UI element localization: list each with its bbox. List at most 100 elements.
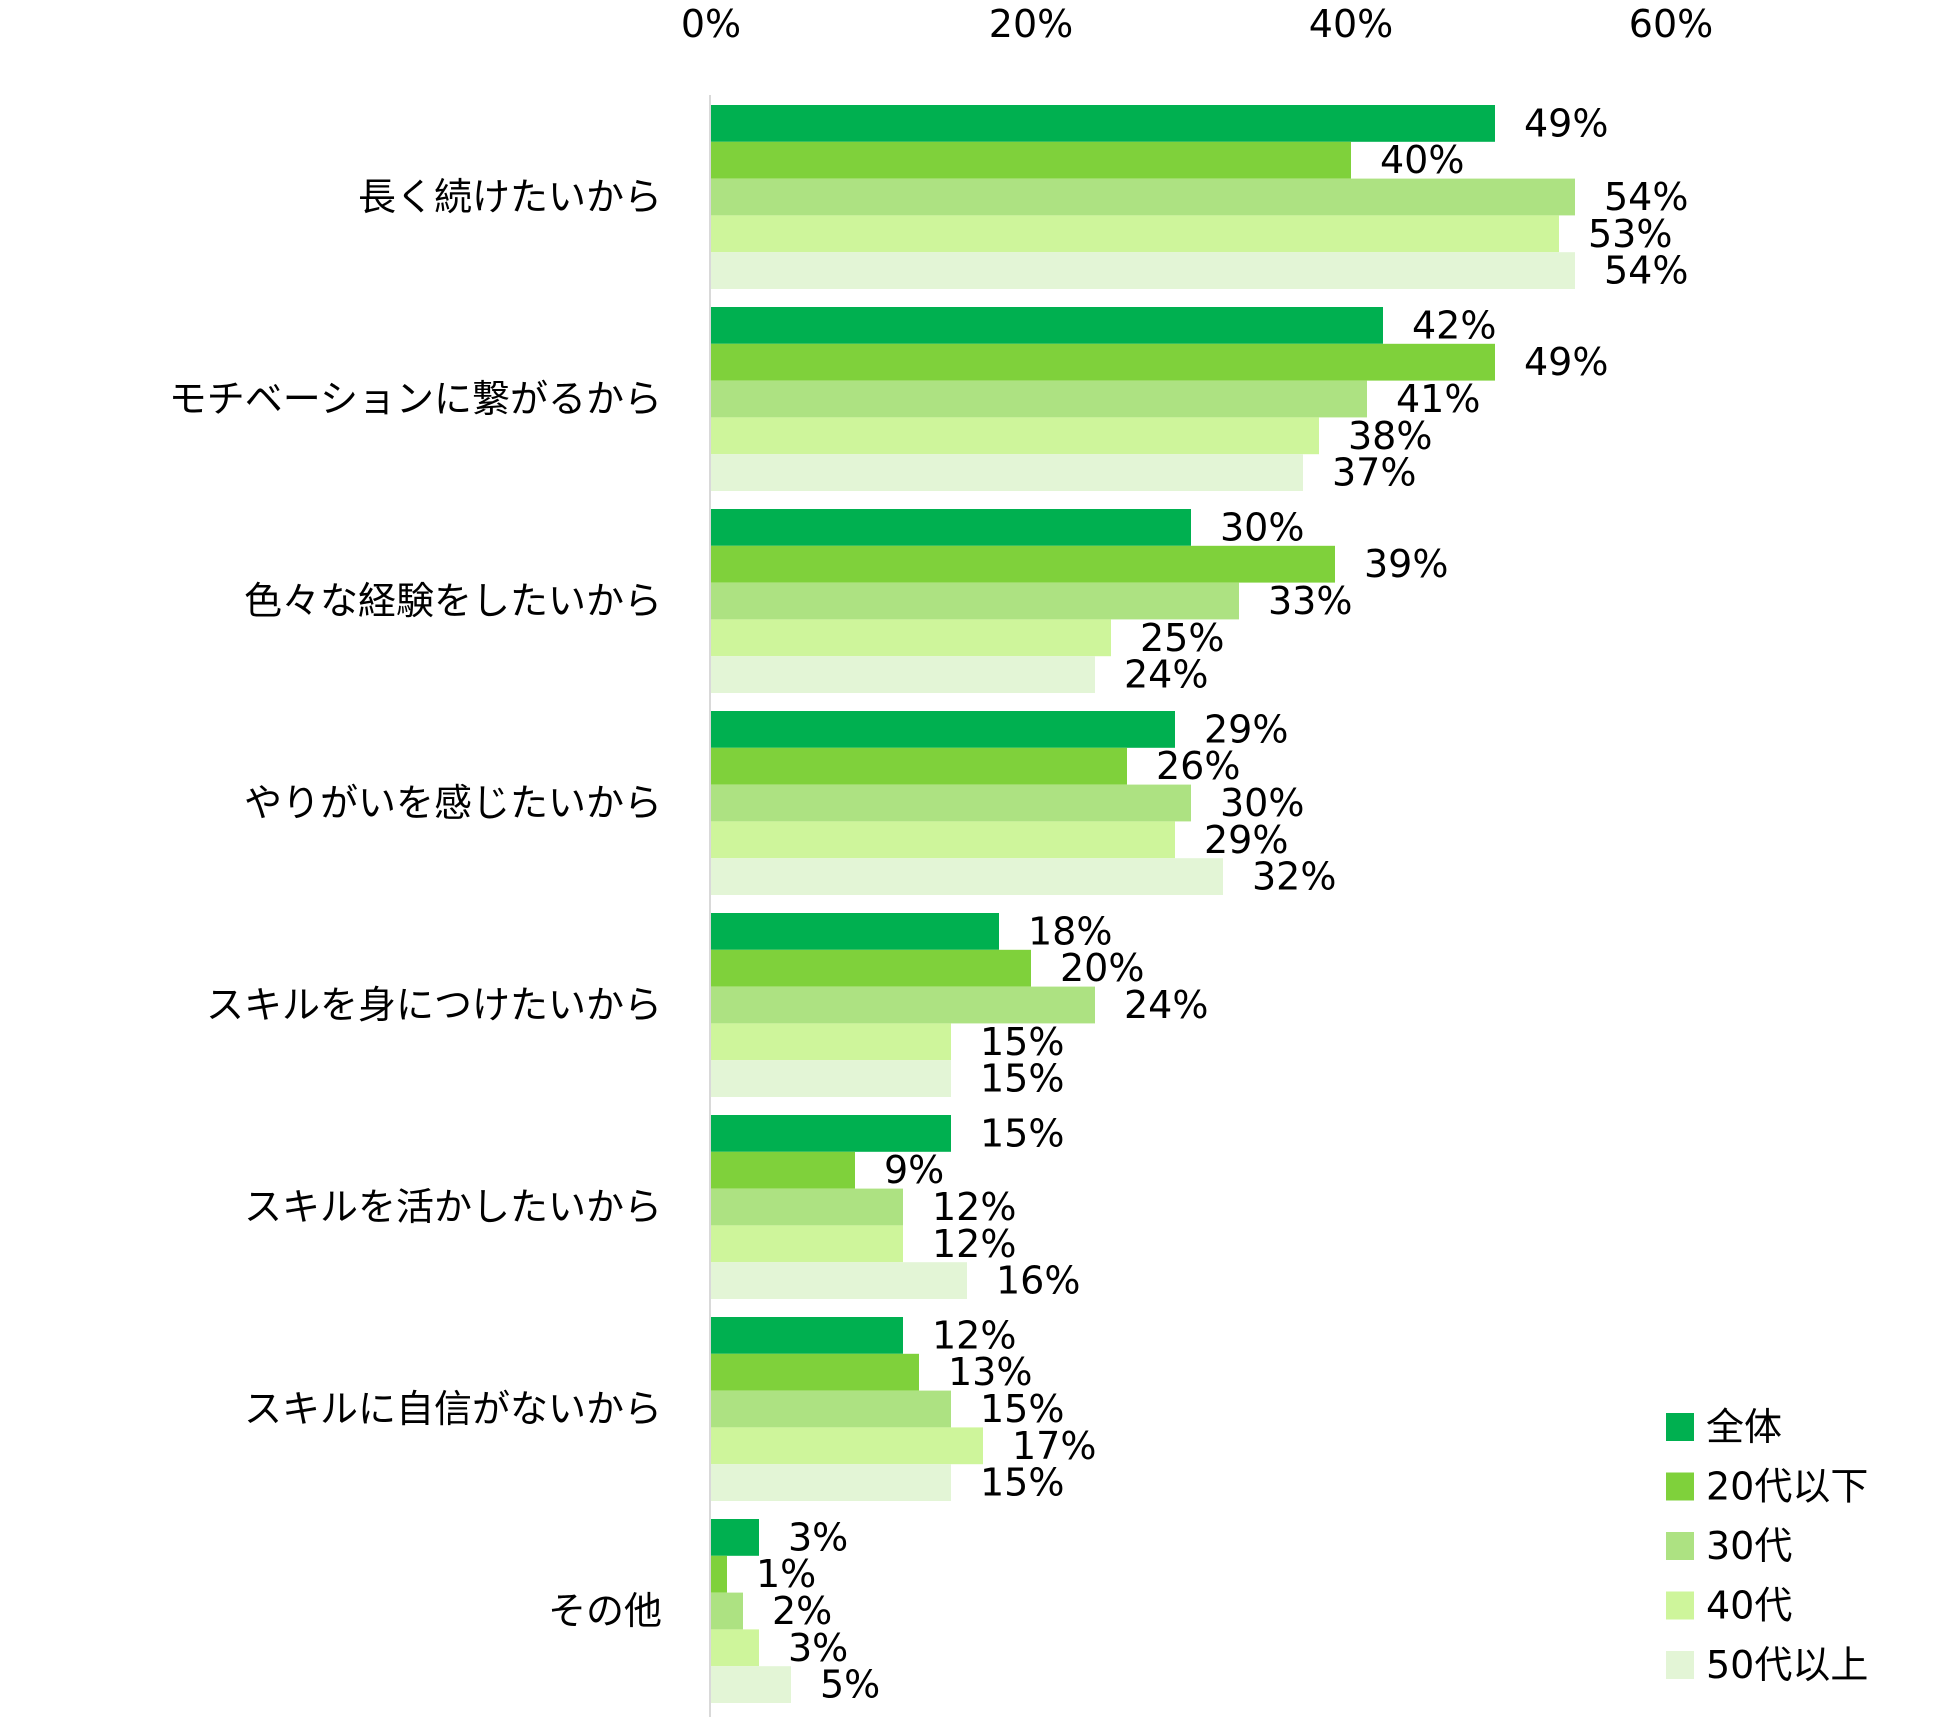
bar — [711, 1023, 951, 1061]
data-label: 30% — [1220, 505, 1304, 549]
bar — [711, 619, 1111, 657]
legend-swatch — [1666, 1472, 1694, 1501]
legend-swatch — [1666, 1413, 1694, 1441]
data-label: 26% — [1156, 744, 1240, 788]
data-label: 40% — [1380, 138, 1464, 182]
bar — [711, 986, 1095, 1024]
data-label: 1% — [756, 1552, 816, 1596]
data-label: 16% — [996, 1259, 1080, 1303]
data-label: 42% — [1412, 303, 1496, 347]
data-label: 39% — [1364, 542, 1448, 586]
data-label: 24% — [1124, 653, 1208, 697]
category-label: スキルを身につけたいから — [206, 983, 662, 1027]
bar — [711, 343, 1495, 381]
legend-label: 40代 — [1706, 1584, 1792, 1628]
bar — [711, 1592, 743, 1630]
bar — [711, 1060, 951, 1097]
data-label: 32% — [1252, 855, 1336, 899]
data-label: 24% — [1124, 983, 1208, 1027]
bar — [711, 307, 1383, 344]
bar — [711, 1555, 727, 1593]
data-label: 18% — [1028, 909, 1112, 953]
legend-label: 30代 — [1706, 1524, 1792, 1568]
x-tick-label: 20% — [989, 2, 1073, 46]
category-label: 長く続けたいから — [358, 175, 662, 219]
category-label: その他 — [548, 1589, 662, 1633]
data-label: 12% — [932, 1313, 1016, 1357]
data-label: 49% — [1524, 101, 1608, 145]
bar — [711, 858, 1223, 895]
data-label: 12% — [932, 1222, 1016, 1266]
data-label: 15% — [980, 1020, 1064, 1064]
category-label: モチベーションに繋がるから — [169, 377, 662, 421]
category-labels: 長く続けたいからモチベーションに繋がるから色々な経験をしたいからやりがいを感じた… — [169, 175, 662, 1633]
legend-swatch — [1666, 1651, 1694, 1679]
x-tick-label: 60% — [1629, 2, 1713, 46]
bar — [711, 1225, 903, 1263]
bar — [711, 582, 1239, 620]
data-label: 25% — [1140, 616, 1224, 660]
bar — [711, 1353, 919, 1391]
data-label: 15% — [980, 1111, 1064, 1155]
bar — [711, 1188, 903, 1226]
data-label: 54% — [1604, 175, 1688, 219]
data-label: 2% — [772, 1589, 832, 1633]
bar — [711, 949, 1031, 987]
data-label: 9% — [884, 1148, 944, 1192]
data-label: 15% — [980, 1461, 1064, 1505]
bar — [711, 1519, 759, 1556]
bar — [711, 1115, 951, 1152]
bar — [711, 711, 1175, 748]
data-label: 38% — [1348, 414, 1432, 458]
legend-label: 20代以下 — [1706, 1465, 1868, 1509]
data-label: 30% — [1220, 781, 1304, 825]
legend: 全体 20代以下 30代 40代 50代以上 — [1666, 1405, 1868, 1687]
bar — [711, 821, 1175, 859]
bar — [711, 1464, 951, 1501]
data-label: 5% — [820, 1663, 880, 1707]
bar — [711, 1629, 759, 1667]
bar — [711, 1666, 791, 1703]
bar — [711, 1427, 983, 1465]
legend-label: 50代以上 — [1706, 1643, 1868, 1687]
legend-swatch — [1666, 1591, 1694, 1620]
data-label: 15% — [980, 1057, 1064, 1101]
data-label: 15% — [980, 1387, 1064, 1431]
data-label: 33% — [1268, 579, 1352, 623]
x-tick-label: 0% — [681, 2, 741, 46]
bar — [711, 913, 999, 950]
data-labels: 49% 40% 54%53%54% 42% 49% 41%38%37% 30% 39% 33% 2… — [756, 101, 1688, 1706]
x-tick-label: 40% — [1309, 2, 1393, 46]
data-label: 13% — [948, 1350, 1032, 1394]
legend-swatch — [1666, 1532, 1694, 1560]
category-label: スキルを活かしたいから — [244, 1185, 662, 1229]
data-label: 17% — [1012, 1424, 1096, 1468]
bar — [711, 1390, 951, 1428]
bar — [711, 178, 1575, 216]
data-label: 12% — [932, 1185, 1016, 1229]
data-label: 37% — [1332, 451, 1416, 495]
bar — [711, 1151, 855, 1189]
data-label: 29% — [1204, 707, 1288, 751]
x-axis-ticks: 0% 20% 40% 60% — [681, 2, 1713, 46]
data-label: 20% — [1060, 946, 1144, 990]
bar — [711, 545, 1335, 583]
category-label: 色々な経験をしたいから — [244, 579, 662, 623]
bar — [711, 454, 1303, 491]
bar — [711, 656, 1095, 693]
legend-label: 全体 — [1706, 1405, 1782, 1449]
data-label: 49% — [1524, 340, 1608, 384]
data-label: 53% — [1588, 212, 1672, 256]
bar — [711, 252, 1575, 289]
bar — [711, 1262, 967, 1299]
bar — [711, 509, 1191, 546]
data-label: 41% — [1396, 377, 1480, 421]
bar — [711, 1317, 903, 1354]
bar — [711, 141, 1351, 179]
bar — [711, 105, 1495, 142]
bar — [711, 747, 1127, 785]
bar — [711, 380, 1367, 418]
data-label: 3% — [788, 1626, 848, 1670]
category-label: やりがいを感じたいから — [244, 781, 662, 825]
